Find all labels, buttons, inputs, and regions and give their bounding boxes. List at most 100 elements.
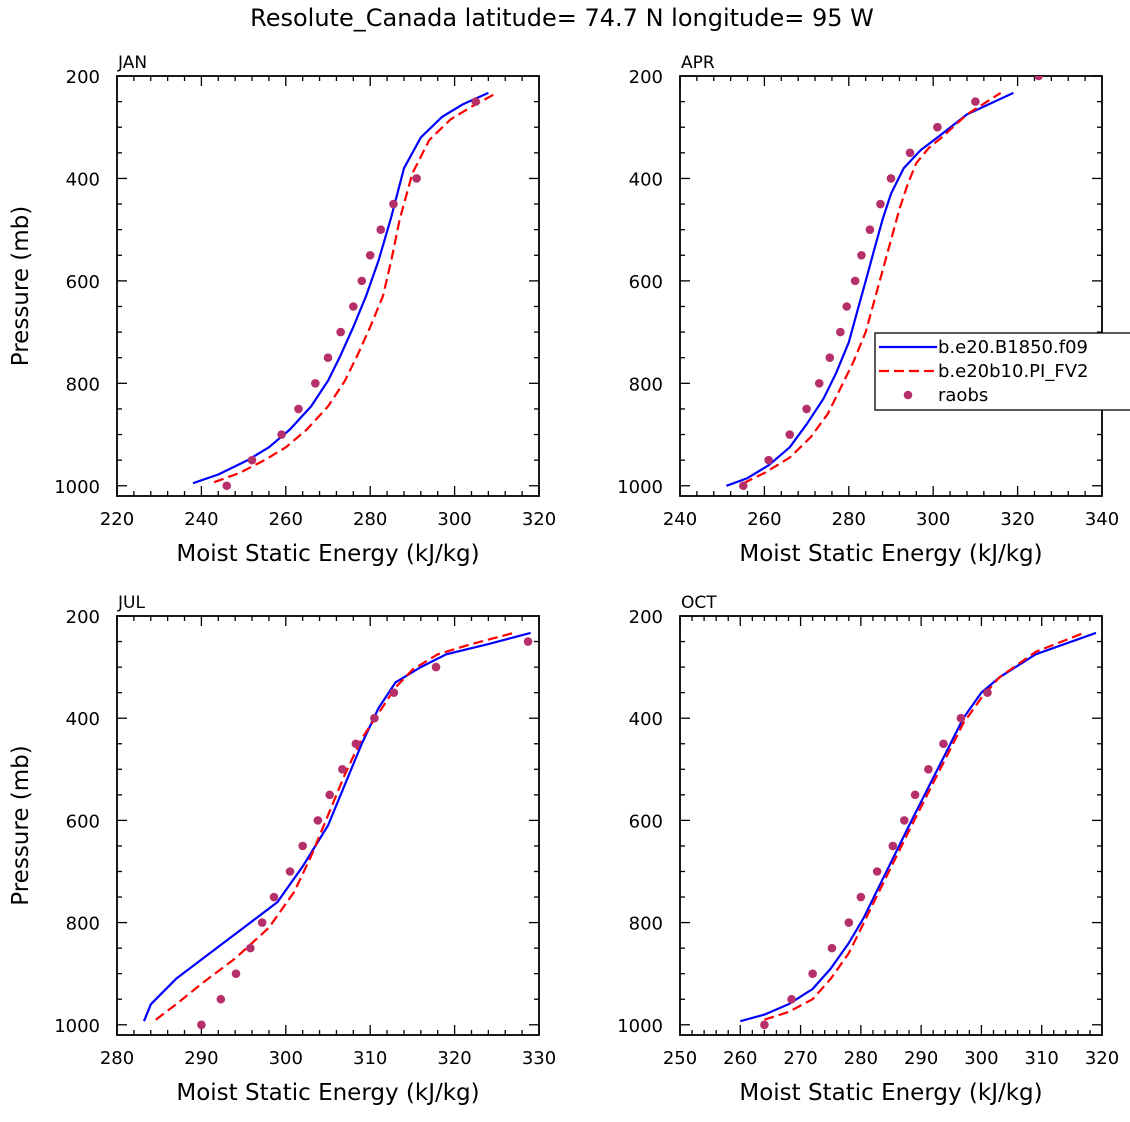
y-tick-label: 800: [629, 374, 663, 395]
series-group: [142, 631, 533, 1030]
x-tick-label: 280: [353, 509, 387, 530]
y-tick-label: 400: [629, 709, 663, 730]
x-tick-label: 320: [1085, 1048, 1119, 1069]
series-line-pi-fv2: [155, 631, 514, 1021]
x-axis-label: Moist Static Energy (kJ/kg): [176, 541, 479, 567]
raobs-point: [888, 841, 898, 851]
raobs-point: [1034, 76, 1043, 81]
raobs-point: [246, 943, 255, 953]
series-line-b1850: [142, 631, 531, 1022]
panel-jul: JUL 280 290 300 310 320 330 200 400 600 800 1000 Moi…: [8, 593, 556, 1106]
raobs-point: [338, 764, 347, 774]
raobs-point: [313, 816, 323, 825]
y-tick-label: 1000: [617, 1016, 663, 1037]
y-axis-label: Pressure (mb): [8, 206, 34, 366]
x-tick-label: 300: [916, 509, 950, 530]
raobs-point: [933, 122, 942, 132]
x-tick-label: 280: [832, 509, 866, 530]
raobs-point: [872, 867, 882, 876]
x-tick-label: 310: [1025, 1048, 1059, 1069]
y-tick-label: 200: [629, 607, 663, 628]
raobs-point: [983, 688, 992, 697]
legend-label: raobs: [938, 385, 988, 406]
raobs-point: [357, 276, 367, 286]
x-tick-label: 330: [522, 1048, 556, 1069]
x-tick-label: 290: [184, 1048, 218, 1069]
raobs-point: [389, 199, 398, 209]
x-tick-label: 220: [100, 509, 134, 530]
raobs-point: [825, 353, 835, 363]
y-tick-label: 800: [66, 374, 100, 395]
raobs-point: [523, 637, 533, 646]
raobs-point: [899, 816, 909, 825]
raobs-point: [471, 97, 481, 106]
x-tick-label: 300: [269, 1048, 303, 1069]
y-tick-label: 1000: [54, 1016, 100, 1037]
raobs-point: [956, 713, 966, 723]
raobs-point: [905, 148, 915, 158]
plot-frame: [116, 75, 540, 497]
raobs-point: [924, 764, 933, 774]
y-tick-label: 400: [66, 169, 100, 190]
y-tick-label: 600: [629, 811, 663, 832]
plot-frame: [679, 75, 1103, 497]
raobs-point: [785, 430, 795, 439]
series-line-b1850: [726, 91, 1014, 487]
raobs-point: [197, 1020, 206, 1030]
series-line-pi-fv2: [213, 91, 498, 484]
raobs-point: [787, 994, 796, 1004]
series-line-pi-fv2: [764, 631, 1085, 1021]
raobs-point: [277, 430, 286, 439]
y-tick-label: 400: [629, 169, 663, 190]
raobs-point: [857, 250, 866, 260]
x-tick-label: 240: [184, 509, 218, 530]
raobs-point: [802, 404, 811, 414]
raobs-point: [222, 481, 232, 491]
x-tick-label: 270: [783, 1048, 817, 1069]
raobs-point: [836, 327, 845, 337]
x-tick-label: 320: [437, 1048, 471, 1069]
x-tick-label: 260: [269, 509, 303, 530]
raobs-point: [910, 790, 920, 800]
y-tick-label: 200: [66, 607, 100, 628]
series-group: [192, 91, 498, 491]
series-group: [726, 76, 1043, 491]
x-tick-label: 240: [663, 509, 697, 530]
x-tick-label: 260: [723, 1048, 757, 1069]
x-tick-label: 260: [747, 509, 781, 530]
plot-frame: [116, 615, 540, 1036]
raobs-point: [269, 892, 279, 902]
raobs-point: [365, 250, 375, 260]
raobs-point: [842, 302, 851, 311]
raobs-point: [370, 713, 379, 723]
x-axis-label: Moist Static Energy (kJ/kg): [739, 1080, 1042, 1106]
raobs-point: [247, 455, 257, 465]
raobs-point: [257, 918, 267, 927]
y-tick-label: 1000: [54, 477, 100, 498]
panel-jan: JAN 220 240 260 280 300 320 200 400 600 800 1000 Moi…: [8, 53, 556, 567]
raobs-point: [389, 688, 399, 697]
legend-swatch-marker: [903, 390, 913, 400]
raobs-point: [231, 969, 241, 978]
raobs-point: [764, 455, 773, 465]
x-tick-label: 310: [353, 1048, 387, 1069]
raobs-point: [939, 739, 948, 749]
y-tick-label: 400: [66, 709, 100, 730]
raobs-point: [216, 994, 226, 1004]
plot-frame: [679, 615, 1103, 1036]
panel-oct: OCT 250 260 270 280 290 300 310 320 200 400 600 800 1…: [617, 593, 1119, 1106]
raobs-point: [294, 404, 303, 414]
legend-label: b.e20b10.PI_FV2: [938, 361, 1088, 382]
raobs-point: [865, 225, 875, 234]
raobs-point: [886, 174, 896, 183]
raobs-point: [431, 662, 441, 672]
raobs-point: [850, 276, 860, 286]
series-line-pi-fv2: [742, 91, 1002, 485]
raobs-point: [336, 327, 345, 337]
raobs-point: [876, 199, 885, 209]
raobs-point: [325, 790, 334, 800]
series-line-b1850: [740, 631, 1097, 1023]
x-tick-label: 320: [522, 509, 556, 530]
raobs-point: [760, 1020, 769, 1030]
panels: JAN 220 240 260 280 300 320 200 400 600 800 1000 Moi…: [8, 53, 1119, 1106]
